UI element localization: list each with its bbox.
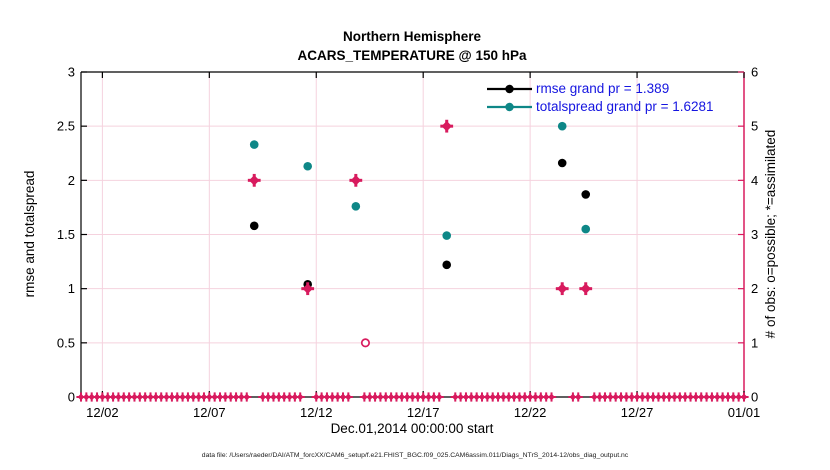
- x-tick-label: 01/01: [728, 405, 761, 420]
- legend-label-rmse: rmse grand pr = 1.389: [536, 81, 669, 96]
- totalspread-point: [249, 140, 259, 149]
- x-tick-label: 12/02: [86, 405, 119, 420]
- data-series: [247, 119, 593, 348]
- obs-assimilated-point: [349, 173, 363, 187]
- totalspread-point: [581, 224, 591, 234]
- x-tick-label: 12/17: [407, 405, 440, 420]
- chart-title: Northern Hemisphere: [343, 29, 482, 44]
- legend: rmse grand pr = 1.389 totalspread grand …: [487, 81, 714, 114]
- x-tick-label: 12/07: [193, 405, 226, 420]
- rmse-point: [581, 190, 591, 199]
- totalspread-point: [442, 231, 452, 240]
- y-left-tick-label: 2: [68, 173, 75, 188]
- gridlines: [81, 72, 744, 397]
- data-file-caption: data file: /Users/raeder/DAI/ATM_forcXX/…: [202, 452, 629, 459]
- rmse-point: [557, 158, 567, 168]
- rmse-point: [249, 221, 259, 231]
- x-tick-label: 12/22: [514, 405, 547, 420]
- y-left-tick-label: 1: [68, 281, 75, 296]
- rmse-point: [442, 260, 452, 270]
- zero-obs-marker: [739, 392, 749, 402]
- y-left-tick-label: 0.5: [57, 335, 75, 350]
- y-right-tick-label: 3: [751, 227, 758, 242]
- y-left-tick-label: 0: [68, 390, 75, 405]
- y-left-tick-label: 2.5: [57, 119, 75, 134]
- y-right-tick-label: 4: [751, 173, 758, 188]
- y-right-tick-label: 5: [751, 119, 758, 134]
- legend-dot: [505, 84, 514, 94]
- y-right-tick-label: 6: [751, 65, 758, 80]
- obs-assimilated-point: [555, 282, 569, 296]
- zero-obs-marker: [242, 392, 252, 402]
- chart-subtitle: ACARS_TEMPERATURE @ 150 hPa: [298, 48, 527, 63]
- legend-markers: [487, 84, 532, 112]
- obs-assimilated-point: [247, 173, 261, 187]
- y-axis-label-right: # of obs: o=possible; *=assimilated: [763, 130, 778, 339]
- x-axis-label: Dec.01,2014 00:00:00 start: [331, 421, 494, 436]
- obs-possible-point: [360, 338, 370, 348]
- zero-obs-marker: [573, 392, 583, 402]
- zero-obs-marker: [434, 392, 444, 402]
- obs-assimilated-point: [440, 119, 454, 133]
- y-right-tick-label: 0: [751, 390, 758, 405]
- y-right-tick-label: 1: [751, 335, 758, 350]
- legend-dot: [505, 102, 514, 112]
- y-left-tick-label: 1.5: [57, 227, 75, 242]
- zero-obs-marker: [343, 392, 353, 402]
- legend-label-totalspread: totalspread grand pr = 1.6281: [536, 99, 714, 114]
- x-tick-label: 12/27: [621, 405, 654, 420]
- y-axis-label-left: rmse and totalspread: [22, 171, 37, 298]
- zero-obs-marker: [546, 392, 557, 402]
- x-tick-label: 12/12: [300, 405, 333, 420]
- axis-tick-labels: 12/02 12/07 12/12 12/17 12/22 12/27 01/0100.51…: [57, 65, 760, 421]
- totalspread-point: [303, 161, 313, 171]
- totalspread-point: [557, 121, 567, 131]
- totalspread-point: [351, 202, 361, 211]
- obs-assimilated-point: [301, 282, 315, 296]
- y-right-tick-label: 2: [751, 281, 758, 296]
- y-left-tick-label: 3: [68, 65, 75, 80]
- zero-obs-marker-row: [76, 392, 749, 402]
- zero-obs-marker: [295, 392, 305, 402]
- obs-assimilated-point: [579, 282, 593, 296]
